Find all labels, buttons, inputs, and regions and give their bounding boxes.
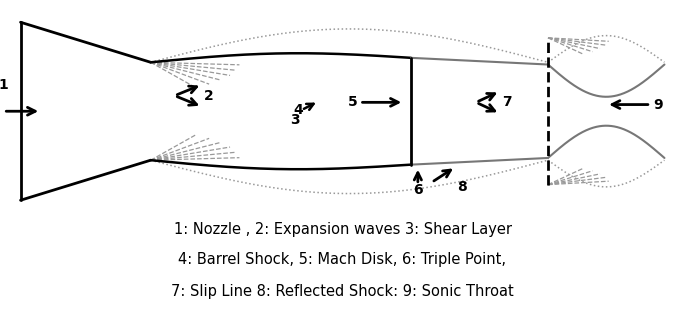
Text: 1: 1	[0, 78, 8, 91]
Text: 2: 2	[204, 89, 214, 103]
Text: 4: Barrel Shock, 5: Mach Disk, 6: Triple Point,: 4: Barrel Shock, 5: Mach Disk, 6: Triple…	[179, 252, 506, 267]
Text: 8: 8	[458, 180, 467, 194]
Text: 5: 5	[348, 95, 358, 109]
Text: 6: 6	[413, 183, 423, 197]
Text: 3: 3	[290, 113, 299, 127]
Text: 1: Nozzle , 2: Expansion waves 3: Shear Layer: 1: Nozzle , 2: Expansion waves 3: Shear …	[173, 222, 512, 237]
Text: 9: 9	[653, 98, 662, 112]
Text: 7: 7	[502, 95, 512, 109]
Text: 7: Slip Line 8: Reflected Shock: 9: Sonic Throat: 7: Slip Line 8: Reflected Shock: 9: Soni…	[171, 284, 514, 299]
Text: 4: 4	[293, 103, 303, 117]
